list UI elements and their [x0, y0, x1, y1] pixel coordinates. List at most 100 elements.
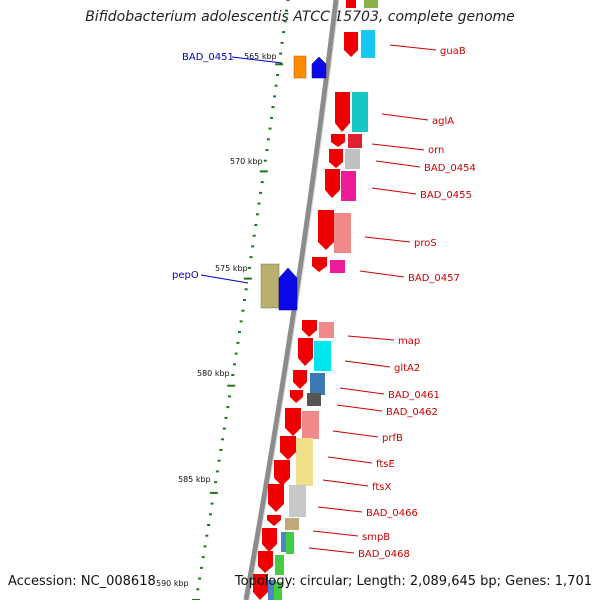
major-tick	[209, 491, 218, 494]
minor-tick	[249, 256, 253, 259]
tick-label: 575 kbp	[215, 264, 248, 273]
gene-label: BAD_0462	[386, 407, 438, 418]
forward-gene-ftsE[interactable]	[280, 436, 313, 486]
minor-tick	[274, 84, 278, 87]
major-tick	[275, 63, 284, 66]
gene-label: proS	[414, 238, 437, 249]
forward-gene-BAD_0455[interactable]	[325, 169, 356, 201]
forward-gene-orn[interactable]	[331, 134, 362, 148]
gene-label: BAD_0454	[424, 163, 476, 174]
reverse-gene-BAD_0451[interactable]	[293, 55, 327, 79]
gene-label: BAD_0455	[420, 190, 472, 201]
minor-tick	[280, 41, 284, 44]
forward-gene-proS[interactable]	[318, 210, 351, 253]
minor-tick	[214, 481, 218, 484]
tick-label: 585 kbp	[178, 475, 211, 484]
gene-label: aglA	[432, 116, 454, 127]
minor-tick	[257, 202, 261, 205]
minor-tick	[238, 331, 241, 334]
minor-tick	[279, 52, 283, 55]
minor-tick	[265, 149, 269, 151]
minor-tick	[222, 427, 226, 430]
minor-tick	[266, 138, 270, 141]
minor-tick	[196, 588, 200, 591]
minor-tick	[208, 513, 212, 516]
minor-tick	[239, 320, 243, 323]
gene-label: BAD_0466	[366, 508, 418, 519]
major-tick	[227, 384, 236, 387]
forward-label-lines	[308, 44, 437, 554]
minor-tick	[231, 374, 235, 376]
minor-tick	[205, 534, 209, 537]
major-tick	[259, 170, 268, 173]
forward-gene-guaB[interactable]	[344, 0, 378, 58]
forward-gene-BAD_0468[interactable]	[253, 551, 284, 600]
minor-tick	[254, 224, 258, 226]
minor-tick	[198, 577, 202, 580]
genome-backbone-highlight	[248, 0, 340, 600]
minor-tick	[276, 74, 280, 76]
tick-label: 565 kbp	[244, 52, 277, 61]
forward-gene-smpB[interactable]	[262, 528, 294, 554]
minor-tick	[199, 566, 203, 569]
forward-gene-map[interactable]	[302, 320, 334, 338]
gene-label: ftsX	[372, 482, 391, 493]
minor-tick	[263, 159, 267, 162]
gene-label: BAD_0468	[358, 549, 410, 560]
gene-label: BAD_0451	[182, 52, 234, 63]
forward-gene-BAD_0454[interactable]	[329, 149, 360, 169]
minor-tick	[271, 106, 275, 109]
forward-gene-prfB[interactable]	[285, 408, 319, 439]
minor-tick	[228, 395, 231, 398]
forward-gene-BAD_0461[interactable]	[293, 370, 325, 395]
forward-gene-gltA2[interactable]	[298, 338, 331, 371]
minor-tick	[217, 459, 221, 462]
minor-tick	[226, 406, 230, 409]
minor-tick	[247, 266, 251, 269]
minor-tick	[233, 363, 236, 366]
minor-tick	[282, 31, 286, 34]
gene-label: guaB	[440, 46, 466, 57]
minor-tick	[236, 341, 240, 344]
gene-label: BAD_0457	[408, 273, 460, 284]
minor-tick	[224, 416, 228, 419]
map-title: Bifidobacterium adolescentis ATCC 15703,…	[85, 9, 515, 25]
minor-tick	[270, 116, 273, 119]
minor-tick	[221, 438, 225, 441]
tick-label: 590 kbp	[156, 579, 189, 588]
gene-label: gltA2	[394, 363, 420, 374]
gene-label: orn	[428, 145, 444, 156]
forward-gene-BAD_0462[interactable]	[290, 390, 321, 406]
minor-tick	[255, 213, 259, 216]
minor-tick	[273, 95, 277, 98]
minor-tick	[260, 181, 264, 184]
minor-tick	[210, 502, 214, 505]
minor-tick	[259, 191, 263, 194]
reverse-gene-pepO[interactable]	[260, 263, 298, 311]
gene-label: pepO	[172, 270, 199, 281]
minor-tick	[201, 556, 205, 559]
forward-gene-BAD_0457[interactable]	[312, 257, 345, 273]
minor-tick	[268, 127, 272, 130]
kbp-scale	[192, 0, 290, 600]
minor-tick	[203, 545, 207, 548]
minor-tick	[285, 9, 288, 12]
forward-gene-BAD_0466[interactable]	[267, 484, 299, 530]
major-tick	[243, 277, 252, 280]
gene-label: smpB	[362, 532, 390, 543]
reverse-label-lines	[200, 56, 283, 284]
forward-gene-aglA[interactable]	[335, 92, 368, 132]
minor-tick	[234, 352, 238, 355]
minor-tick	[286, 0, 290, 1]
minor-tick	[207, 524, 211, 526]
minor-tick	[252, 234, 256, 237]
forward-gene-ftsX[interactable]	[274, 460, 306, 517]
gene-label: ftsE	[376, 459, 395, 470]
gene-label: map	[398, 336, 420, 347]
gene-label: prfB	[382, 433, 403, 444]
tick-label: 580 kbp	[197, 369, 230, 378]
genome-summary: Topology: circular; Length: 2,089,645 bp…	[234, 574, 592, 589]
minor-tick	[251, 245, 255, 248]
minor-tick	[215, 470, 219, 473]
